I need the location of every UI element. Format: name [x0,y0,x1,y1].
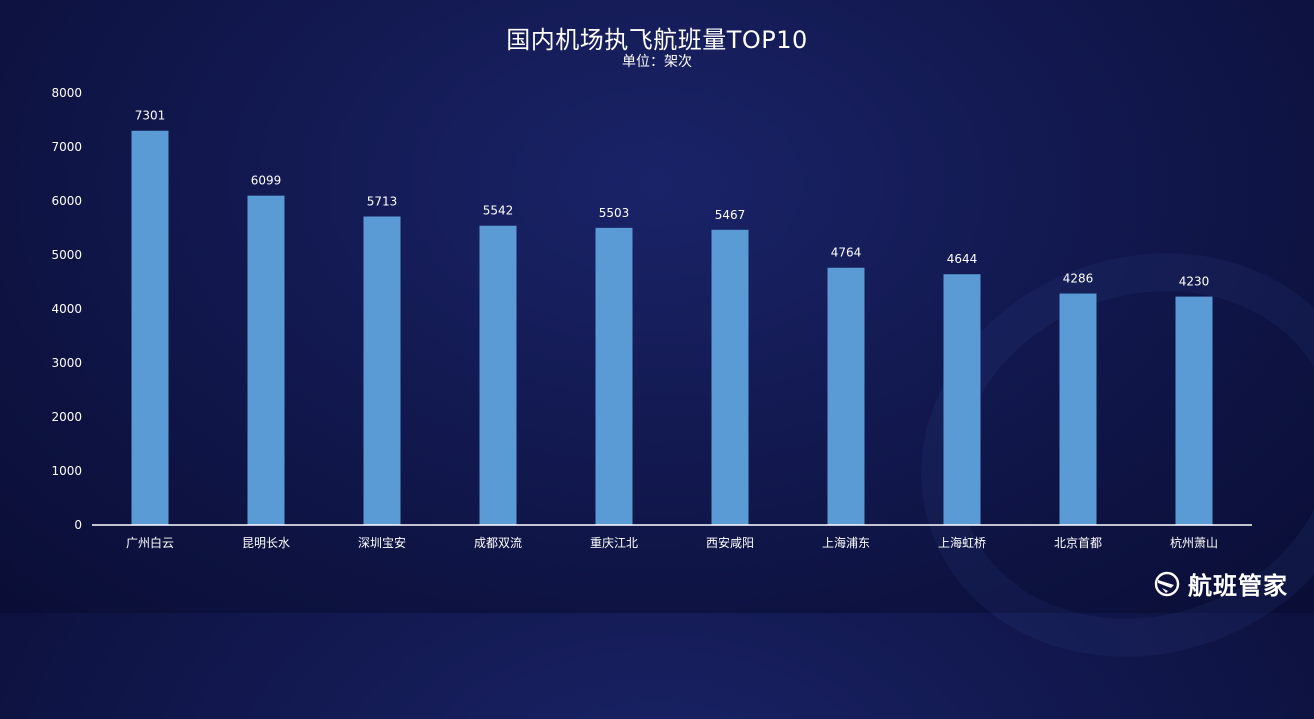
bar [247,195,285,526]
x-category-label: 昆明长水 [242,536,290,550]
y-tick-label: 2000 [51,410,82,424]
data-label: 4230 [1179,275,1210,289]
data-label: 5713 [367,194,398,208]
data-label: 6099 [251,174,282,188]
brand-name: 航班管家 [1188,572,1288,600]
y-tick-label: 5000 [51,248,82,262]
data-label: 7301 [135,109,166,123]
data-label: 5503 [599,206,630,220]
x-category-label: 上海虹桥 [938,535,986,550]
data-label: 4286 [1063,272,1094,286]
x-category-label: 成都双流 [474,536,522,550]
y-tick-label: 0 [74,518,82,532]
bar [827,267,865,525]
data-label: 5467 [715,208,746,222]
x-category-label: 广州白云 [126,535,174,550]
bar [479,225,517,525]
bar [1175,296,1213,525]
x-category-label: 北京首都 [1054,536,1102,550]
chart-title: 国内机场执飞航班量TOP10 [506,26,808,54]
y-tick-label: 3000 [51,356,82,370]
x-category-label: 深圳宝安 [358,535,406,550]
y-tick-label: 6000 [51,194,82,208]
x-category-label: 重庆江北 [590,536,638,550]
bar [711,229,749,526]
x-category-label: 上海浦东 [822,535,870,550]
chart-subtitle: 单位：架次 [622,54,692,70]
bar [1059,293,1097,525]
bar [595,227,633,525]
data-label: 5542 [483,204,514,218]
y-tick-label: 7000 [51,140,82,154]
bar-chart: 0 1000 2000 3000 4000 5000 6000 7000 8000 7301 广州白… [51,86,1218,550]
y-tick-label: 1000 [51,464,82,478]
brand-logo: 航班管家 [1154,566,1288,601]
data-label: 4764 [831,246,862,260]
bar [363,216,401,526]
data-label: 4644 [947,252,978,266]
airplane-globe-icon [1154,571,1180,596]
bar [131,130,169,525]
bar [943,274,981,525]
y-tick-label: 4000 [51,302,82,316]
x-category-label: 西安咸阳 [706,535,754,550]
y-tick-label: 8000 [51,86,82,100]
x-category-label: 杭州萧山 [1170,535,1218,550]
